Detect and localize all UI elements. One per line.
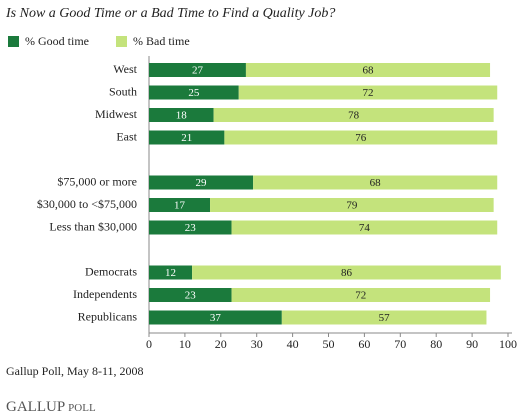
- value-label: 27: [192, 65, 204, 77]
- y-tick-label: Republicans: [78, 309, 138, 323]
- x-tick-label: 30: [251, 337, 263, 351]
- x-tick-label: 10: [179, 337, 191, 351]
- value-label: 29: [196, 177, 208, 189]
- y-tick-label: Independents: [73, 287, 137, 301]
- value-label: 86: [341, 267, 353, 279]
- x-tick-label: 50: [323, 337, 335, 351]
- bar-segment: [149, 198, 211, 212]
- x-tick-label: 80: [430, 337, 442, 351]
- value-label: 79: [346, 200, 358, 212]
- bar-segment: [231, 220, 498, 235]
- y-tick-label: South: [109, 84, 137, 98]
- bar-segment: [149, 108, 214, 122]
- x-tick-label: 90: [466, 337, 478, 351]
- legend-label: % Bad time: [133, 34, 190, 48]
- value-label: 68: [362, 65, 374, 77]
- value-label: 18: [176, 110, 188, 122]
- y-tick-label: West: [113, 62, 137, 76]
- legend-swatch: [8, 36, 19, 47]
- value-label: 25: [188, 87, 200, 99]
- bar-segment: [149, 265, 193, 280]
- value-label: 72: [362, 87, 373, 99]
- value-label: 74: [359, 222, 371, 234]
- y-tick-label: Midwest: [95, 107, 138, 121]
- value-label: 37: [210, 312, 222, 324]
- x-tick-label: 0: [146, 337, 152, 351]
- x-tick-label: 20: [215, 337, 227, 351]
- bar-segment: [192, 265, 501, 280]
- y-tick-label: Less than $30,000: [49, 219, 137, 233]
- x-tick-label: 60: [358, 337, 370, 351]
- value-label: 21: [181, 132, 192, 144]
- legend-swatch: [116, 36, 127, 47]
- bar-segment: [210, 198, 494, 212]
- y-tick-label: East: [116, 129, 137, 143]
- value-label: 17: [174, 200, 186, 212]
- y-tick-label: Democrats: [85, 264, 137, 278]
- y-tick-label: $30,000 to <$75,000: [37, 197, 137, 211]
- value-label: 23: [185, 290, 197, 302]
- x-tick-label: 40: [287, 337, 299, 351]
- y-tick-label: $75,000 or more: [57, 174, 137, 188]
- bar-segment: [149, 130, 225, 145]
- x-tick-label: 70: [394, 337, 406, 351]
- value-label: 12: [165, 267, 176, 279]
- legend-label: % Good time: [25, 34, 89, 48]
- value-label: 72: [355, 290, 366, 302]
- logo-main: GALLUP: [6, 399, 65, 415]
- bar-segment: [281, 310, 487, 325]
- value-label: 76: [355, 132, 367, 144]
- source-note: Gallup Poll, May 8-11, 2008: [6, 364, 144, 378]
- logo-sub: POLL: [68, 402, 96, 414]
- value-label: 57: [379, 312, 391, 324]
- bar-segment: [238, 85, 498, 100]
- bar-segment: [149, 175, 254, 190]
- bar-segment: [253, 175, 498, 190]
- value-label: 78: [348, 110, 360, 122]
- bar-segment: [224, 130, 498, 145]
- chart-title: Is Now a Good Time or a Bad Time to Find…: [5, 6, 335, 21]
- bar-segment: [149, 310, 282, 325]
- bar-segment: [149, 85, 239, 100]
- bar-segment: [149, 288, 232, 302]
- bar-segment: [231, 288, 491, 302]
- bar-segment: [149, 220, 232, 235]
- value-label: 23: [185, 222, 197, 234]
- value-label: 68: [370, 177, 382, 189]
- logo: GALLUP POLL: [6, 399, 96, 415]
- bar-segment: [213, 108, 494, 122]
- bar-segment: [245, 63, 491, 77]
- bar-segment: [149, 63, 246, 77]
- x-tick-label: 100: [499, 337, 517, 351]
